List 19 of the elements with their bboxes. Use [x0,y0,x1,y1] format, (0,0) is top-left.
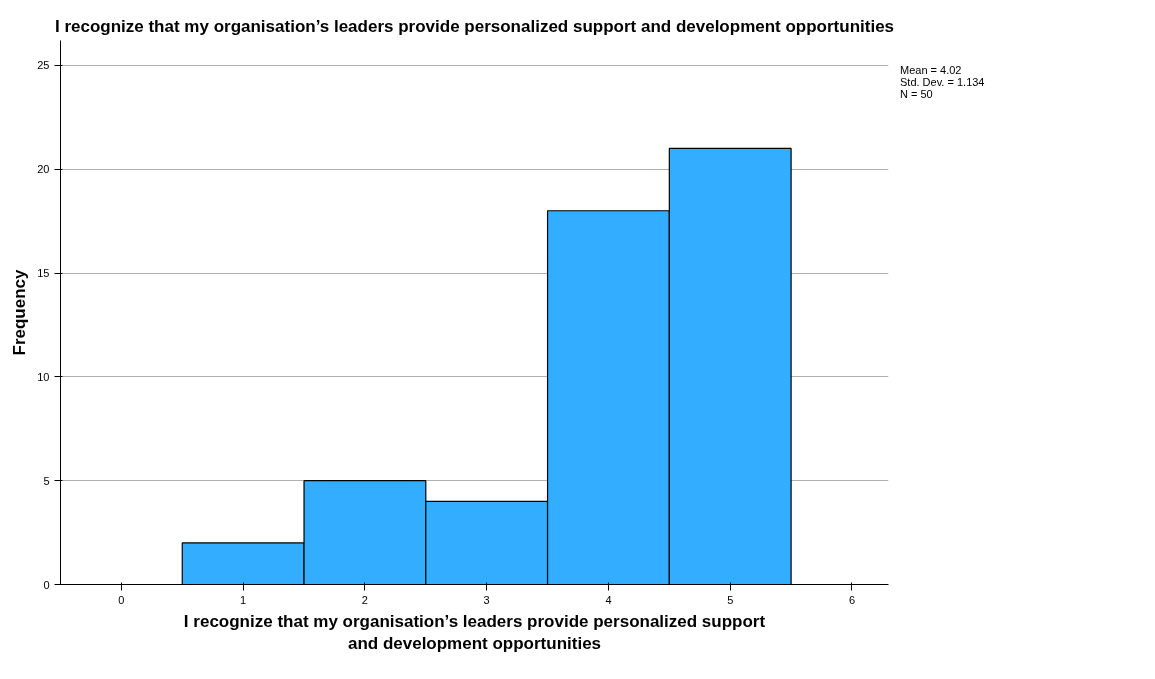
text: Std. Dev. = 1.134 [900,76,985,88]
y-tick-label: 10 [37,370,50,383]
y-tick-label: 0 [43,578,50,591]
x-tick-label: 6 [848,593,856,606]
x-tick-label: 5 [727,593,734,606]
y-tick-label: 15 [37,267,50,280]
x-axis-title: I recognize that my organisation’s leaders provide personalized support and development opportunities [183,611,766,654]
chart-title: I recognize that my organisation’s leaders provide personalized support and development opportunities [54,16,895,36]
x-tick-label: 4 [605,593,612,606]
y-axis-title: Frequency [10,268,30,356]
x-tick-label: 0 [118,593,125,606]
x-tick-label: 2 [361,593,368,606]
text: Mean = 4.02 [900,64,962,76]
y-tick-label: 25 [37,59,50,72]
x-tick-label: 3 [483,593,490,606]
y-tick-label: 20 [37,163,50,176]
y-tick-label: 5 [43,474,50,487]
x-tick-label: 1 [240,593,247,606]
text: N = 50 [900,88,933,100]
